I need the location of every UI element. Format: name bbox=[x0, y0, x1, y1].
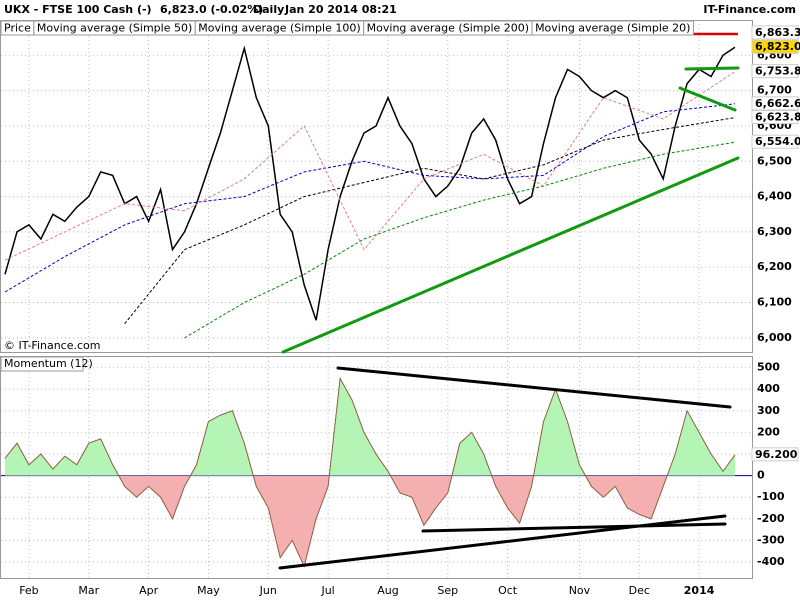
moving-average-line bbox=[4, 71, 736, 261]
momentum-line bbox=[4, 376, 736, 568]
legend-entry: Price bbox=[4, 22, 31, 35]
moving-average-line bbox=[184, 141, 736, 339]
y-tick-label: 200 bbox=[757, 425, 780, 438]
momentum-title: Momentum (12) bbox=[4, 357, 93, 370]
price-label: 6,623.8 bbox=[755, 111, 800, 124]
interval: Daily bbox=[253, 3, 284, 16]
flag-top-line bbox=[684, 66, 740, 71]
price-label: 6,662.6 bbox=[755, 97, 800, 110]
x-tick-label: 2014 bbox=[684, 584, 715, 597]
text-layer: UKX - FTSE 100 Cash (-) 6,823.0 (-0.02%)… bbox=[0, 3, 800, 597]
timestamp: Jan 20 2014 08:21 bbox=[284, 3, 397, 16]
y-tick-label: 6,700 bbox=[757, 84, 792, 97]
x-tick-label: Mar bbox=[78, 584, 99, 597]
y-tick-label: 6,500 bbox=[757, 154, 792, 167]
value-label: 96.200 bbox=[755, 448, 798, 461]
price-label: 6,554.0 bbox=[755, 135, 800, 148]
x-tick-label: Sep bbox=[437, 584, 458, 597]
legend-entry: Moving average (Simple 20) bbox=[535, 22, 690, 35]
legend-entry: Moving average (Simple 200) bbox=[367, 22, 529, 35]
y-tick-label: 0 bbox=[757, 469, 765, 482]
y-tick-label: 6,100 bbox=[757, 296, 792, 309]
y-tick-label: 6,300 bbox=[757, 225, 792, 238]
price-label-box bbox=[751, 64, 799, 79]
x-tick-label: Oct bbox=[498, 584, 518, 597]
legend-box bbox=[531, 20, 694, 36]
y-tick-label: -200 bbox=[757, 512, 785, 525]
y-tick-label: -100 bbox=[757, 490, 785, 503]
support-trendline bbox=[281, 156, 740, 354]
moving-average-line bbox=[4, 103, 736, 293]
price-line bbox=[4, 45, 736, 321]
x-tick-label: Aug bbox=[377, 584, 398, 597]
value-label-box bbox=[751, 447, 799, 462]
grid-layer bbox=[1, 20, 752, 578]
momentum-area-positive bbox=[5, 378, 735, 476]
momentum-title-box bbox=[0, 356, 84, 372]
momentum-area-negative bbox=[118, 475, 668, 567]
x-tick-label: Dec bbox=[629, 584, 650, 597]
watermark: © IT-Finance.com bbox=[4, 339, 101, 352]
price-label: 6,863.3 bbox=[755, 26, 800, 39]
price-label: 6,823.0 bbox=[755, 40, 800, 53]
y-tick-label: 6,400 bbox=[757, 190, 792, 203]
brand: IT-Finance.com bbox=[703, 3, 796, 16]
momentum-flat-support bbox=[421, 522, 727, 533]
y-tick-label: 6,200 bbox=[757, 260, 792, 273]
x-tick-label: Nov bbox=[569, 584, 591, 597]
y-tick-label: -400 bbox=[757, 555, 785, 568]
price-label-box bbox=[751, 25, 799, 40]
symbol: UKX - FTSE 100 Cash (-) bbox=[4, 3, 152, 16]
y-tick-label: 300 bbox=[757, 404, 780, 417]
data-layer bbox=[4, 45, 736, 568]
x-tick-label: Jul bbox=[320, 584, 334, 597]
y-tick-label: 500 bbox=[757, 361, 780, 374]
flag-bottom-line bbox=[678, 86, 737, 112]
price-label: 6,753.8 bbox=[755, 65, 800, 78]
legend-entry: Moving average (Simple 100) bbox=[198, 22, 360, 35]
price-label-box bbox=[751, 110, 799, 125]
y-tick-label: -300 bbox=[757, 533, 785, 546]
x-tick-label: Apr bbox=[139, 584, 159, 597]
y-tick-label: 400 bbox=[757, 382, 780, 395]
x-tick-label: Feb bbox=[19, 584, 38, 597]
price-label-box bbox=[751, 39, 799, 54]
quote: 6,823.0 (-0.02%) bbox=[160, 3, 263, 16]
y-tick-label: 6,000 bbox=[757, 331, 792, 344]
price-label-box bbox=[751, 96, 799, 111]
momentum-panel bbox=[0, 356, 753, 579]
x-tick-label: May bbox=[197, 584, 220, 597]
x-tick-label: Jun bbox=[259, 584, 277, 597]
legend-entry: Moving average (Simple 50) bbox=[37, 22, 192, 35]
moving-average-line bbox=[124, 117, 736, 325]
momentum-resistance bbox=[336, 366, 732, 409]
price-label-box bbox=[751, 134, 799, 149]
